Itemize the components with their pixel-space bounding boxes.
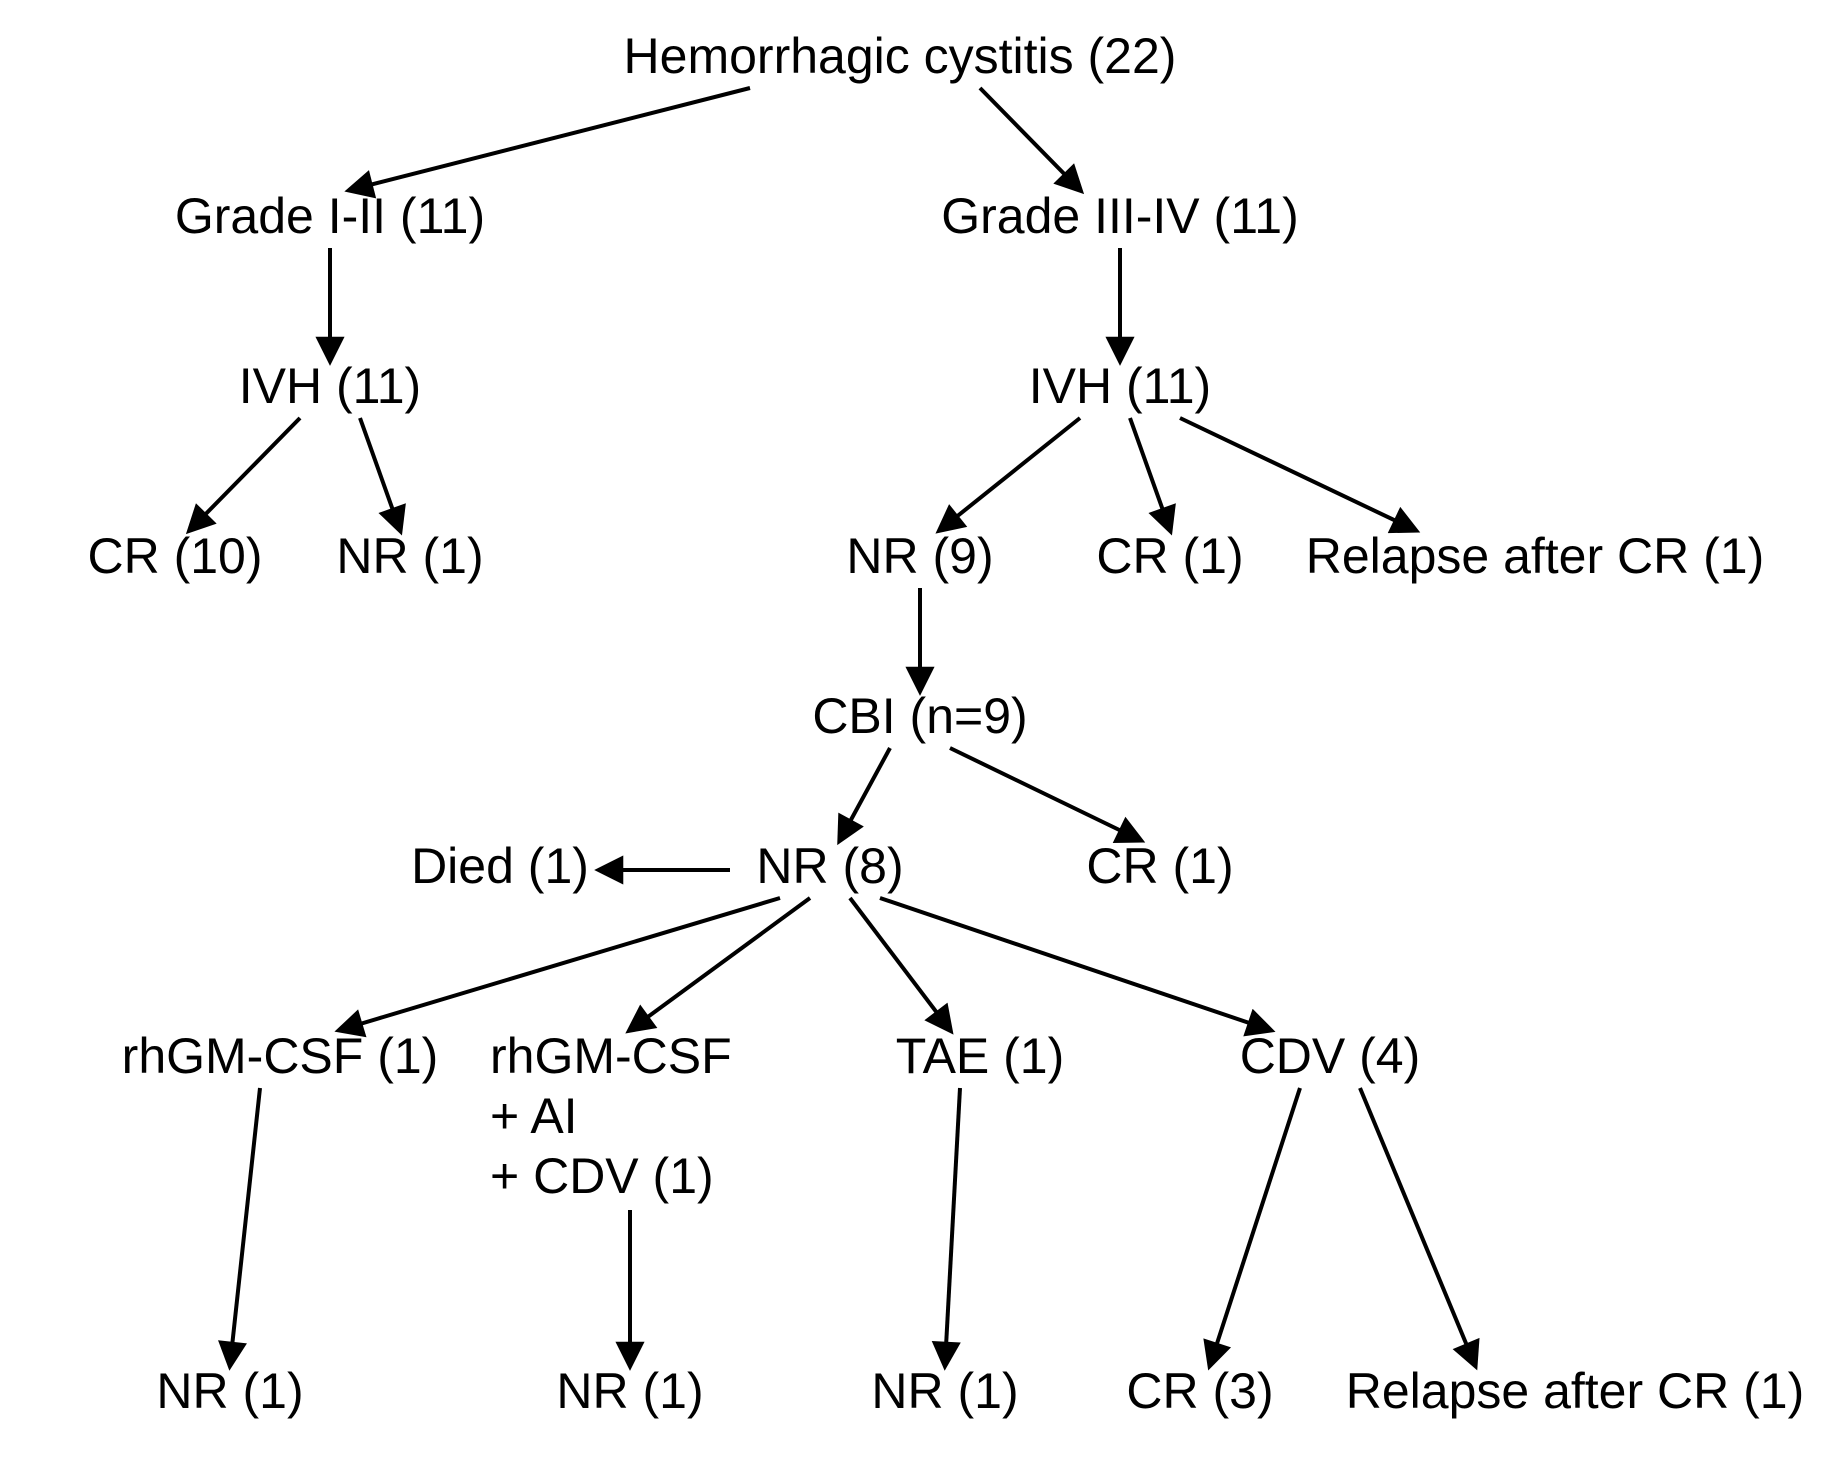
edge-root-to-grade34: [980, 88, 1080, 190]
edge-ivh_right-to-nr9: [940, 418, 1080, 530]
edge-ivh_right-to-cr1_r: [1130, 418, 1170, 530]
node-cr1_r: CR (1): [1096, 528, 1243, 584]
edge-cbi-to-cr1_cbi: [950, 748, 1140, 840]
node-nr1_a: NR (1): [156, 1363, 303, 1419]
edge-cdv-to-cr3: [1210, 1088, 1300, 1365]
edge-ivh_right-to-relapse_cr_r: [1180, 418, 1415, 530]
edge-root-to-grade12: [350, 88, 750, 190]
node-relapse_cdv: Relapse after CR (1): [1346, 1363, 1805, 1419]
node-rhgm_csf: rhGM-CSF (1): [122, 1028, 439, 1084]
node-nr8: NR (8): [756, 838, 903, 894]
edge-nr8-to-rhgm_csf: [340, 898, 780, 1030]
node-nr1_c: NR (1): [871, 1363, 1018, 1419]
node-ivh_left: IVH (11): [239, 358, 421, 414]
node-cbi: CBI (n=9): [812, 688, 1027, 744]
edge-tae-to-nr1_c: [945, 1088, 960, 1365]
node-relapse_cr_r: Relapse after CR (1): [1306, 528, 1765, 584]
node-nr1_left: NR (1): [336, 528, 483, 584]
node-tae: TAE (1): [896, 1028, 1065, 1084]
node-cr10: CR (10): [87, 528, 262, 584]
node-grade12: Grade I-II (11): [175, 188, 485, 244]
edge-nr8-to-cdv: [880, 898, 1270, 1030]
edge-cdv-to-relapse_cdv: [1360, 1088, 1475, 1365]
node-cdv: CDV (4): [1240, 1028, 1421, 1084]
edge-cbi-to-nr8: [840, 748, 890, 840]
node-grade34: Grade III-IV (11): [941, 188, 1299, 244]
node-nr9: NR (9): [846, 528, 993, 584]
nodes-group: Hemorrhagic cystitis (22) Grade I-II (11)…: [87, 28, 1804, 1419]
edge-ivh_left-to-cr10: [190, 418, 300, 530]
node-cr1_cbi: CR (1): [1086, 838, 1233, 894]
node-cr3: CR (3): [1126, 1363, 1273, 1419]
node-rhgm_csf_multi: rhGM-CSF+ AI+ CDV (1): [490, 1028, 732, 1204]
flowchart-svg: Hemorrhagic cystitis (22) Grade I-II (11)…: [0, 0, 1840, 1463]
node-died: Died (1): [411, 838, 589, 894]
edge-ivh_left-to-nr1_left: [360, 418, 400, 530]
node-nr1_b: NR (1): [556, 1363, 703, 1419]
node-ivh_right: IVH (11): [1029, 358, 1211, 414]
node-root: Hemorrhagic cystitis (22): [624, 28, 1177, 84]
edge-rhgm_csf-to-nr1_a: [230, 1088, 260, 1365]
